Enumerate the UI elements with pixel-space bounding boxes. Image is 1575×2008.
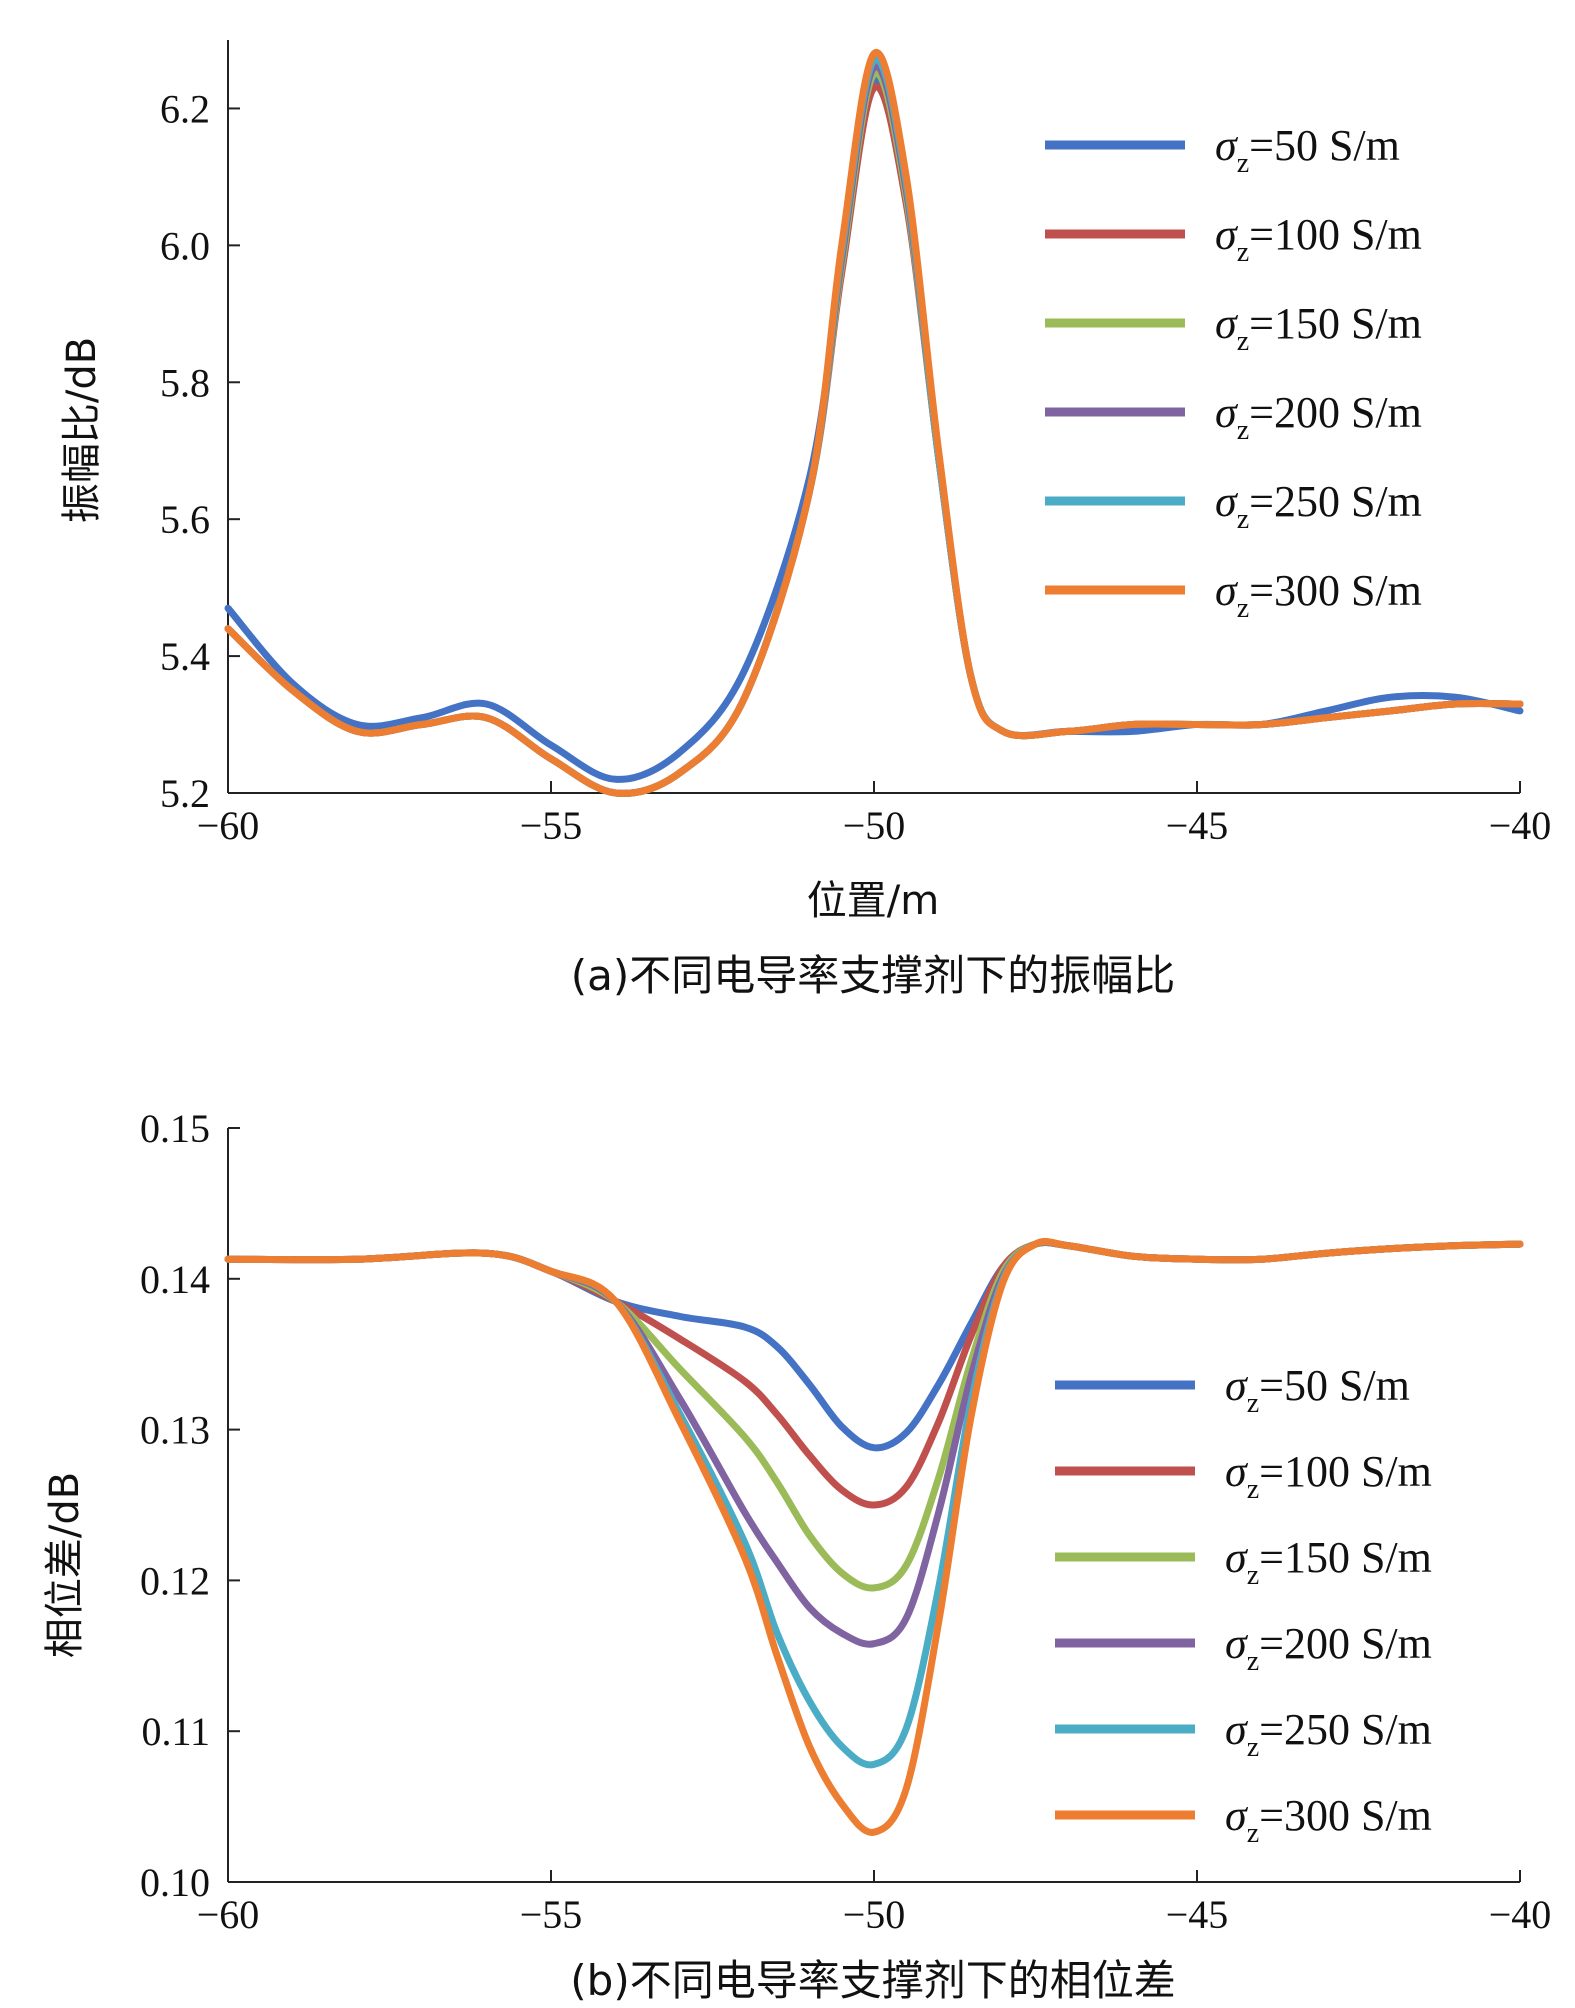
legend-sigma: σ <box>1225 1619 1249 1668</box>
y-tick-label: 5.2 <box>160 771 210 816</box>
chart-a-x-axis-title: 位置/m <box>807 878 939 924</box>
legend-label: σz=150 S/m <box>1215 299 1422 357</box>
series-line <box>224 1237 1524 1836</box>
series-line <box>224 83 1524 797</box>
y-tick-label: 0.15 <box>140 1106 210 1151</box>
chart-a-y-axis-title: 振幅比/dB <box>59 337 105 523</box>
legend-value: =250 S/m <box>1249 477 1422 526</box>
y-tick-label: 0.13 <box>140 1408 210 1453</box>
chart-b-axes: −60 −55 −50 −45 −40 0.10 0.11 0.12 0.13 0.14 0.15 <box>140 1106 1551 1937</box>
x-tick-label: −45 <box>1166 803 1229 848</box>
legend-label: σz=250 S/m <box>1215 477 1422 535</box>
legend-label: σz=150 S/m <box>1225 1533 1432 1591</box>
legend-label: σz=100 S/m <box>1215 210 1422 268</box>
legend-subscript: z <box>1237 593 1249 624</box>
legend-sigma: σ <box>1225 1447 1249 1496</box>
chart-a-axes: −60 −55 −50 −45 −40 5.2 5.4 5.6 5.8 6.0 6.2 <box>160 40 1551 848</box>
chart-b-caption: (b)不同电导率支撑剂下的相位差 <box>570 1956 1175 2005</box>
amplitude-ratio-chart: −60 −55 −50 −45 −405.25.45.65.86.06.2 σz=50 … <box>59 40 1551 1000</box>
legend-value: =50 S/m <box>1259 1361 1410 1410</box>
chart-b-series-group <box>224 1237 1524 1836</box>
x-tick-label: −60 <box>197 803 260 848</box>
legend-value: =150 S/m <box>1249 299 1422 348</box>
legend-value: =250 S/m <box>1259 1705 1432 1754</box>
series-line <box>224 1238 1524 1648</box>
y-tick-label: 0.14 <box>140 1257 210 1302</box>
legend-subscript: z <box>1237 237 1249 268</box>
legend-sigma: σ <box>1225 1791 1249 1840</box>
x-tick-label: −45 <box>1166 1892 1229 1937</box>
legend-label: σz=200 S/m <box>1225 1619 1432 1677</box>
y-tick-label: 0.10 <box>140 1860 210 1905</box>
phase-difference-chart: −60 −55 −50 −45 −400.100.110.120.130.140.15 … <box>42 1106 1551 2005</box>
legend-label: σz=50 S/m <box>1215 121 1400 179</box>
legend-value: =300 S/m <box>1259 1791 1432 1840</box>
chart-b-legend: σz=50 S/mσz=100 S/mσz=150 S/mσz=200 S/mσ… <box>1055 1361 1432 1849</box>
y-tick-label: 0.12 <box>140 1558 210 1603</box>
legend-sigma: σ <box>1215 121 1239 170</box>
y-tick-label: 5.4 <box>160 634 210 679</box>
y-tick-label: 0.11 <box>141 1709 210 1754</box>
series-line <box>224 1239 1524 1452</box>
x-tick-label: −40 <box>1489 803 1552 848</box>
legend-subscript: z <box>1247 1474 1259 1505</box>
legend-subscript: z <box>1247 1560 1259 1591</box>
legend-sigma: σ <box>1215 299 1239 348</box>
legend-subscript: z <box>1237 504 1249 535</box>
x-tick-label: −55 <box>520 1892 583 1937</box>
legend-label: σz=300 S/m <box>1225 1791 1432 1849</box>
legend-value: =150 S/m <box>1259 1533 1432 1582</box>
chart-b-y-axis-title: 相位差/dB <box>42 1472 88 1658</box>
legend-subscript: z <box>1247 1388 1259 1419</box>
legend-sigma: σ <box>1215 477 1239 526</box>
legend-value: =200 S/m <box>1259 1619 1432 1668</box>
legend-sigma: σ <box>1225 1361 1249 1410</box>
y-tick-label: 5.8 <box>160 360 210 405</box>
legend-label: σz=200 S/m <box>1215 388 1422 446</box>
legend-subscript: z <box>1237 415 1249 446</box>
y-tick-label: 5.6 <box>160 497 210 542</box>
x-tick-label: −55 <box>520 803 583 848</box>
legend-value: =100 S/m <box>1259 1447 1432 1496</box>
series-line <box>224 48 1524 797</box>
legend-sigma: σ <box>1215 210 1239 259</box>
y-tick-label: 6.2 <box>160 86 210 131</box>
legend-label: σz=50 S/m <box>1225 1361 1410 1419</box>
legend-subscript: z <box>1237 148 1249 179</box>
legend-value: =50 S/m <box>1249 121 1400 170</box>
legend-label: σz=100 S/m <box>1225 1447 1432 1505</box>
legend-sigma: σ <box>1215 388 1239 437</box>
x-tick-label: −40 <box>1489 1892 1552 1937</box>
legend-label: σz=300 S/m <box>1215 566 1422 624</box>
legend-label: σz=250 S/m <box>1225 1705 1432 1763</box>
legend-value: =100 S/m <box>1249 210 1422 259</box>
chart-a-legend: σz=50 S/mσz=100 S/mσz=150 S/mσz=200 S/mσ… <box>1045 121 1422 624</box>
legend-sigma: σ <box>1225 1533 1249 1582</box>
legend-sigma: σ <box>1225 1705 1249 1754</box>
legend-subscript: z <box>1247 1818 1259 1849</box>
y-tick-label: 6.0 <box>160 223 210 268</box>
x-tick-label: −50 <box>843 803 906 848</box>
x-tick-label: −50 <box>843 1892 906 1937</box>
chart-a-caption: (a)不同电导率支撑剂下的振幅比 <box>571 951 1176 1000</box>
chart-a-series-group <box>224 48 1524 797</box>
legend-value: =300 S/m <box>1249 566 1422 615</box>
x-tick-label: −60 <box>197 1892 260 1937</box>
legend-subscript: z <box>1237 326 1249 357</box>
legend-subscript: z <box>1247 1646 1259 1677</box>
legend-value: =200 S/m <box>1249 388 1422 437</box>
legend-subscript: z <box>1247 1732 1259 1763</box>
legend-sigma: σ <box>1215 566 1239 615</box>
